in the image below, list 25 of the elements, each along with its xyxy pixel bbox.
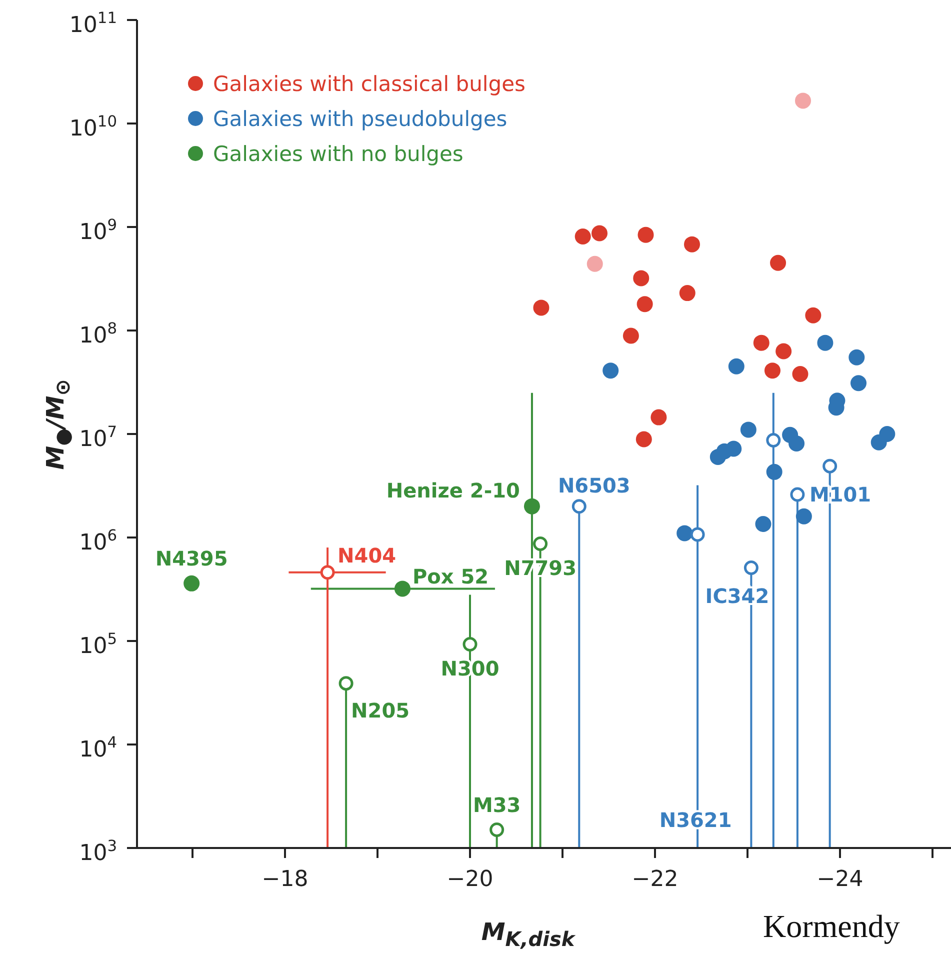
y-tick-label: 10$^{8}$	[79, 320, 117, 348]
x-tick-label: −18	[262, 867, 308, 892]
x-tick-label: −24	[816, 867, 864, 892]
annotation: N6503	[558, 473, 630, 498]
y-tick-label: 10$^{6}$	[79, 526, 117, 556]
annotation: N205	[351, 698, 410, 722]
y-tick-label: 10$^{5}$	[79, 630, 117, 659]
y-tick-label: 10$^{3}$	[79, 837, 117, 866]
annotation: N404	[338, 543, 396, 568]
annotation: Pox 52	[412, 564, 489, 589]
y-tick-label: 10$^{10}$	[69, 112, 117, 142]
text: Kormendy	[763, 908, 900, 945]
legend-label: Galaxies with no bulges	[213, 142, 464, 166]
annotation: M33	[472, 792, 521, 817]
x-axis-title: M$_{K,disk}$	[480, 918, 576, 951]
y-tick-label: 10$^{9}$	[79, 216, 117, 245]
y-tick-label: 10$^{7}$	[79, 423, 117, 452]
y-tick-label: 10$^{11}$	[69, 9, 117, 38]
legend-label: Galaxies with classical bulges	[213, 72, 526, 96]
annotation: Henize 2-10	[386, 478, 520, 502]
legend-label: Galaxies with pseudobulges	[213, 106, 508, 130]
y-tick-label: 10$^{4}$	[79, 734, 117, 762]
x-tick-label: −22	[632, 867, 678, 892]
annotation: N4395	[155, 546, 228, 570]
x-tick-label: −20	[446, 867, 494, 892]
